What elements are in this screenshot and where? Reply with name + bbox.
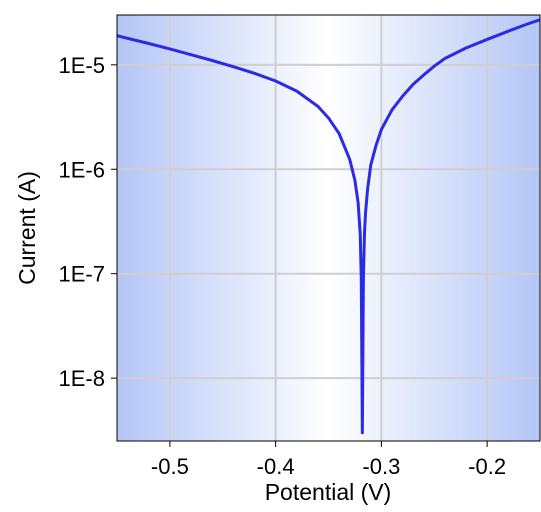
y-tick-label: 1E-7 <box>59 262 105 287</box>
x-tick-label: -0.3 <box>362 454 400 479</box>
grid <box>117 15 540 441</box>
plot-background <box>117 15 540 441</box>
y-axis-ticks: 1E-8 1E-7 1E-6 1E-5 <box>59 53 117 391</box>
x-tick-label: -0.2 <box>468 454 506 479</box>
current-potential-curve <box>117 18 540 435</box>
x-tick-label: -0.5 <box>151 454 189 479</box>
y-tick-label: 1E-8 <box>59 366 105 391</box>
x-axis-label: Potential (V) <box>265 479 392 505</box>
y-tick-label: 1E-6 <box>59 157 105 182</box>
plot-frame <box>116 14 541 442</box>
y-axis-label: Current (A) <box>14 171 40 285</box>
y-tick-label: 1E-5 <box>59 53 105 78</box>
x-axis-ticks: -0.5 -0.4 -0.3 -0.2 <box>151 441 506 479</box>
x-tick-label: -0.4 <box>257 454 295 479</box>
series-layer <box>117 18 540 435</box>
